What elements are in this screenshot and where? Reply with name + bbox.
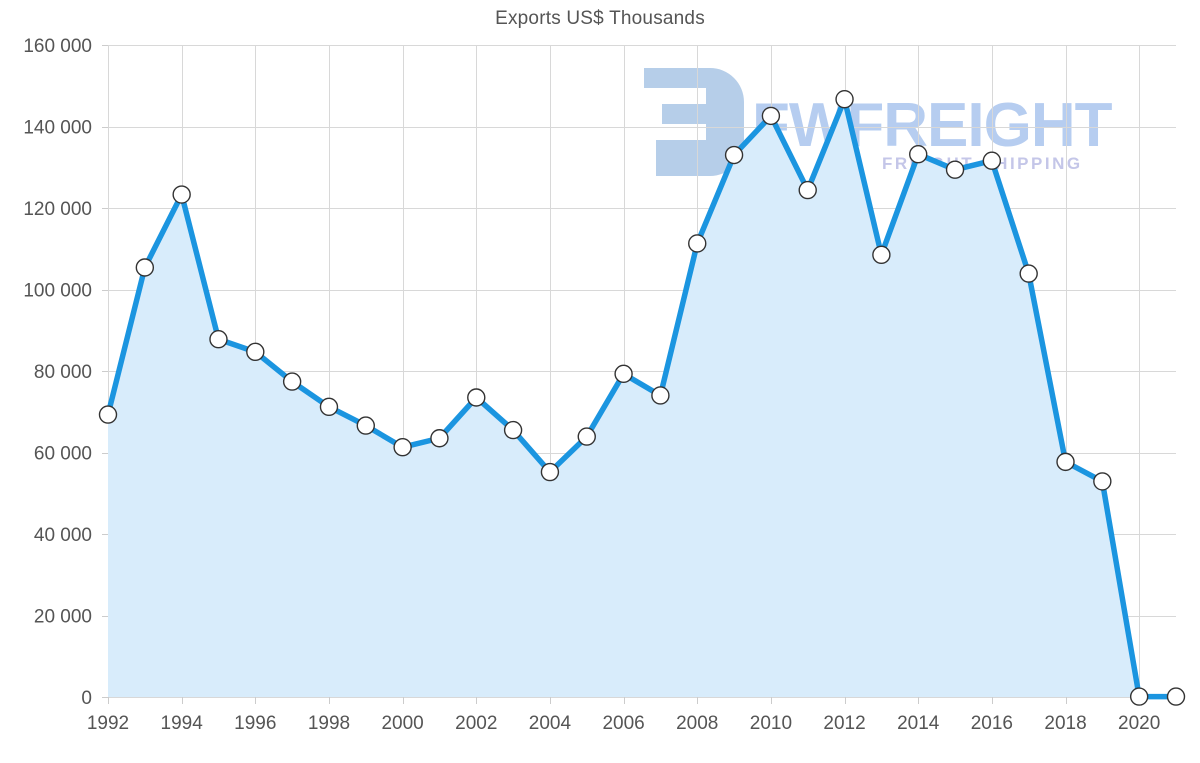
x-tick-label: 2010 bbox=[750, 713, 792, 734]
y-tick-label: 40 000 bbox=[34, 525, 92, 546]
data-point-marker[interactable] bbox=[872, 245, 891, 265]
x-tick-label: 2020 bbox=[1118, 713, 1160, 734]
data-point-marker[interactable] bbox=[945, 160, 965, 179]
y-tick-label: 100 000 bbox=[23, 281, 92, 302]
data-point-marker[interactable] bbox=[1093, 472, 1112, 491]
data-point-marker[interactable] bbox=[724, 145, 744, 165]
x-tick-label: 2002 bbox=[455, 713, 497, 734]
data-point-marker[interactable] bbox=[98, 405, 118, 424]
data-point-marker[interactable] bbox=[246, 342, 265, 362]
y-tick-label: 160 000 bbox=[23, 36, 92, 57]
x-tick-label: 2016 bbox=[971, 713, 1013, 734]
x-tick-label: 1992 bbox=[87, 713, 129, 734]
data-point-marker[interactable] bbox=[1129, 687, 1149, 706]
y-tick-label: 140 000 bbox=[23, 118, 92, 139]
data-point-marker[interactable] bbox=[651, 386, 670, 405]
data-point-marker[interactable] bbox=[209, 330, 228, 349]
y-tick-label: 120 000 bbox=[23, 199, 92, 220]
y-tick-label: 60 000 bbox=[34, 444, 92, 465]
series-area-exports bbox=[108, 99, 1176, 697]
data-point-marker[interactable] bbox=[982, 151, 1002, 170]
data-point-marker[interactable] bbox=[135, 258, 155, 277]
y-tick-label: 0 bbox=[81, 688, 92, 709]
data-point-marker[interactable] bbox=[356, 416, 375, 435]
data-point-marker[interactable] bbox=[282, 372, 302, 391]
data-point-marker[interactable] bbox=[393, 438, 412, 457]
x-tick-label: 1994 bbox=[161, 713, 204, 734]
x-tick-label: 2004 bbox=[529, 713, 572, 734]
data-point-marker[interactable] bbox=[835, 89, 854, 109]
data-point-marker[interactable] bbox=[688, 234, 707, 253]
data-point-marker[interactable] bbox=[1019, 264, 1038, 283]
x-tick-label: 2018 bbox=[1044, 713, 1086, 734]
data-point-marker[interactable] bbox=[614, 364, 633, 384]
x-tick-label: 2000 bbox=[381, 713, 423, 734]
data-point-marker[interactable] bbox=[319, 397, 339, 417]
x-tick-label: 1998 bbox=[308, 713, 350, 734]
x-tick-label: 2006 bbox=[602, 713, 644, 734]
tickmarks bbox=[102, 45, 1140, 704]
data-point-marker[interactable] bbox=[761, 106, 781, 126]
x-tick-label: 2008 bbox=[676, 713, 718, 734]
data-point-marker[interactable] bbox=[798, 180, 817, 200]
x-tick-label: 2014 bbox=[897, 713, 940, 734]
data-point-marker[interactable] bbox=[1166, 687, 1186, 706]
x-tick-label: 1996 bbox=[234, 713, 276, 734]
series-layer bbox=[98, 89, 1186, 706]
y-axis-tick-labels: 160 000 140 000 120 000 100 000 80 000 60 000… bbox=[23, 36, 92, 709]
y-tick-label: 20 000 bbox=[34, 607, 92, 628]
x-axis-tick-labels: 1992 1994 1996 1998 2000 2002 2004 2006 2008 2010… bbox=[87, 713, 1160, 734]
data-point-marker[interactable] bbox=[1056, 452, 1075, 472]
data-point-marker[interactable] bbox=[540, 462, 560, 482]
data-point-marker[interactable] bbox=[503, 420, 523, 440]
data-point-marker[interactable] bbox=[577, 427, 596, 446]
data-point-marker[interactable] bbox=[172, 185, 191, 204]
data-point-marker[interactable] bbox=[909, 145, 928, 164]
chart-title: Exports US$ Thousands bbox=[495, 8, 705, 29]
y-tick-label: 80 000 bbox=[34, 362, 92, 383]
data-point-marker[interactable] bbox=[430, 429, 449, 448]
data-point-marker[interactable] bbox=[467, 388, 486, 407]
x-tick-label: 2012 bbox=[823, 713, 865, 734]
